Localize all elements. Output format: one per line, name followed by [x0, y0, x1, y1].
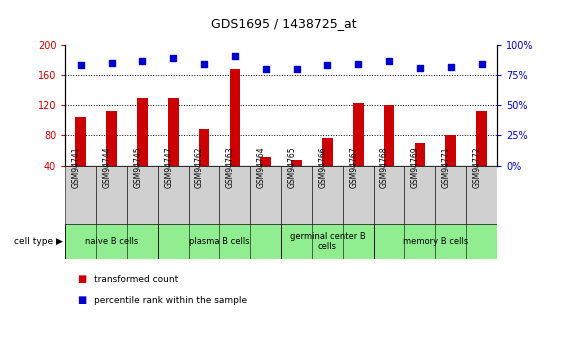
Point: [199, 61, 208, 67]
Bar: [168, 98, 178, 166]
Bar: [281, 166, 312, 224]
Bar: [219, 166, 250, 224]
Bar: [281, 224, 374, 259]
Bar: [229, 69, 240, 166]
Text: GSM94747: GSM94747: [164, 147, 173, 188]
Text: memory B cells: memory B cells: [403, 237, 468, 246]
Bar: [106, 110, 117, 166]
Text: GSM94762: GSM94762: [195, 147, 204, 188]
Text: GSM94768: GSM94768: [380, 147, 389, 188]
Text: ■: ■: [77, 275, 86, 284]
Text: GSM94741: GSM94741: [72, 147, 81, 188]
Bar: [404, 166, 435, 224]
Text: ■: ■: [77, 295, 86, 305]
Point: [292, 66, 301, 72]
Bar: [260, 157, 271, 166]
Text: cell type ▶: cell type ▶: [14, 237, 62, 246]
Text: germinal center B
cells: germinal center B cells: [290, 232, 365, 251]
Bar: [312, 166, 343, 224]
Text: percentile rank within the sample: percentile rank within the sample: [94, 296, 247, 305]
Text: GSM94771: GSM94771: [442, 147, 451, 188]
Point: [477, 61, 486, 67]
Point: [261, 66, 270, 72]
Bar: [65, 166, 96, 224]
Bar: [476, 110, 487, 166]
Text: GDS1695 / 1438725_at: GDS1695 / 1438725_at: [211, 17, 357, 30]
Point: [76, 63, 85, 68]
Text: GSM94745: GSM94745: [133, 147, 143, 188]
Text: GSM94763: GSM94763: [226, 147, 235, 188]
Bar: [250, 166, 281, 224]
Point: [415, 65, 424, 71]
Bar: [65, 224, 158, 259]
Bar: [199, 129, 210, 166]
Bar: [189, 166, 219, 224]
Text: GSM94767: GSM94767: [349, 147, 358, 188]
Bar: [127, 166, 158, 224]
Point: [354, 61, 363, 67]
Bar: [96, 166, 127, 224]
Text: GSM94769: GSM94769: [411, 147, 420, 188]
Bar: [374, 166, 404, 224]
Point: [446, 64, 456, 69]
Point: [107, 60, 116, 66]
Text: GSM94744: GSM94744: [103, 147, 111, 188]
Point: [138, 58, 147, 63]
Bar: [353, 103, 364, 166]
Point: [323, 63, 332, 68]
Bar: [374, 224, 497, 259]
Text: transformed count: transformed count: [94, 275, 178, 284]
Bar: [384, 105, 394, 166]
Bar: [137, 98, 148, 166]
Bar: [158, 224, 281, 259]
Text: GSM94765: GSM94765: [287, 147, 296, 188]
Bar: [322, 138, 333, 166]
Bar: [445, 135, 456, 166]
Bar: [415, 143, 425, 166]
Text: GSM94766: GSM94766: [319, 147, 327, 188]
Bar: [466, 166, 497, 224]
Text: GSM94764: GSM94764: [257, 147, 266, 188]
Text: naive B cells: naive B cells: [85, 237, 138, 246]
Bar: [158, 166, 189, 224]
Point: [385, 58, 394, 63]
Bar: [291, 159, 302, 166]
Point: [169, 55, 178, 61]
Bar: [76, 117, 86, 166]
Bar: [343, 166, 374, 224]
Point: [231, 53, 240, 59]
Text: plasma B cells: plasma B cells: [189, 237, 250, 246]
Bar: [435, 166, 466, 224]
Text: GSM94772: GSM94772: [473, 147, 482, 188]
